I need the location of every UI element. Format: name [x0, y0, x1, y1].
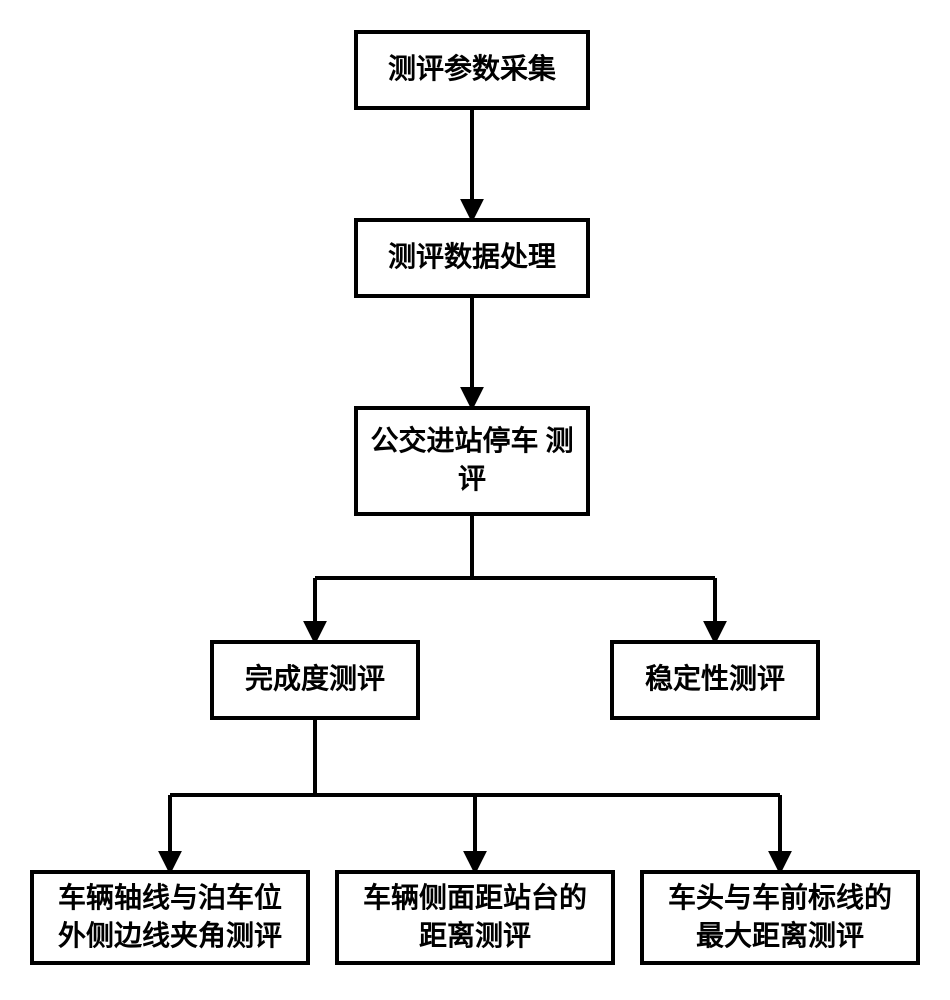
node-label: 车辆轴线与泊车位 外侧边线夹角测评 — [44, 880, 296, 956]
flowchart-canvas: 测评参数采集 测评数据处理 公交进站停车 测评 完成度测评 稳定性测评 车辆轴线… — [0, 0, 950, 1000]
node-data-process: 测评数据处理 — [354, 218, 590, 298]
node-param-collect: 测评参数采集 — [354, 30, 590, 110]
node-stability-eval: 稳定性测评 — [610, 640, 820, 720]
node-label: 车头与车前标线的 最大距离测评 — [654, 880, 906, 956]
node-completion-eval: 完成度测评 — [210, 640, 420, 720]
node-bus-stop-eval: 公交进站停车 测评 — [354, 406, 590, 516]
node-label: 完成度测评 — [245, 661, 385, 699]
node-label: 稳定性测评 — [645, 661, 785, 699]
node-label: 测评参数采集 — [388, 51, 556, 89]
node-label: 车辆侧面距站台的 距离测评 — [349, 880, 601, 956]
node-front-dist-eval: 车头与车前标线的 最大距离测评 — [640, 870, 920, 965]
node-side-dist-eval: 车辆侧面距站台的 距离测评 — [335, 870, 615, 965]
node-label: 公交进站停车 测评 — [368, 423, 576, 499]
node-axis-angle-eval: 车辆轴线与泊车位 外侧边线夹角测评 — [30, 870, 310, 965]
node-label: 测评数据处理 — [388, 239, 556, 277]
